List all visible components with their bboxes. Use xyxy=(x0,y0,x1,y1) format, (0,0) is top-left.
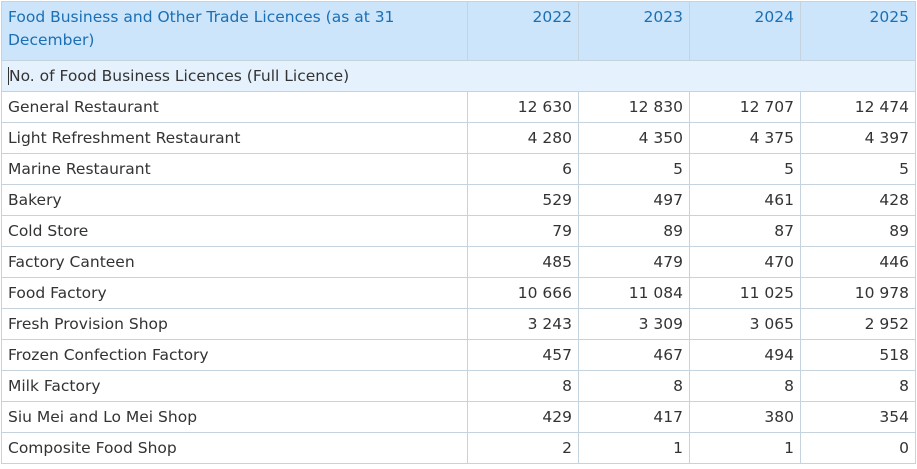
value-cell-2024: 470 xyxy=(689,246,801,278)
value-cell-2022: 3 243 xyxy=(467,308,579,340)
table-body: No. of Food Business Licences (Full Lice… xyxy=(1,60,916,464)
value-cell-2023: 467 xyxy=(578,339,690,371)
value-cell-2022: 6 xyxy=(467,153,579,185)
value-cell-2023: 4 350 xyxy=(578,122,690,154)
row-label: Light Refreshment Restaurant xyxy=(1,122,468,154)
row-label: Cold Store xyxy=(1,215,468,247)
value-cell-2025: 0 xyxy=(800,432,916,464)
row-label: Siu Mei and Lo Mei Shop xyxy=(1,401,468,433)
value-cell-2023: 89 xyxy=(578,215,690,247)
section-label: No. of Food Business Licences (Full Lice… xyxy=(9,67,350,85)
section-row: No. of Food Business Licences (Full Lice… xyxy=(1,60,916,92)
value-cell-2024: 11 025 xyxy=(689,277,801,309)
section-cell: No. of Food Business Licences (Full Lice… xyxy=(1,60,916,92)
value-cell-2023: 479 xyxy=(578,246,690,278)
year-header-2024: 2024 xyxy=(689,1,801,61)
row-label: Factory Canteen xyxy=(1,246,468,278)
row-label: Fresh Provision Shop xyxy=(1,308,468,340)
value-cell-2023: 5 xyxy=(578,153,690,185)
table-row: Fresh Provision Shop 3 243 3 309 3 065 2 952 xyxy=(1,308,916,340)
value-cell-2022: 2 xyxy=(467,432,579,464)
value-cell-2025: 428 xyxy=(800,184,916,216)
value-cell-2024: 494 xyxy=(689,339,801,371)
value-cell-2024: 1 xyxy=(689,432,801,464)
row-label: Marine Restaurant xyxy=(1,153,468,185)
table-row: Marine Restaurant 6 5 5 5 xyxy=(1,153,916,185)
table-row: General Restaurant 12 630 12 830 12 707 12 4… xyxy=(1,91,916,123)
value-cell-2023: 417 xyxy=(578,401,690,433)
value-cell-2025: 446 xyxy=(800,246,916,278)
table-row: Composite Food Shop 2 1 1 0 xyxy=(1,432,916,464)
value-cell-2025: 518 xyxy=(800,339,916,371)
value-cell-2025: 5 xyxy=(800,153,916,185)
value-cell-2023: 8 xyxy=(578,370,690,402)
value-cell-2025: 354 xyxy=(800,401,916,433)
value-cell-2022: 457 xyxy=(467,339,579,371)
value-cell-2022: 8 xyxy=(467,370,579,402)
table-row: Frozen Confection Factory 457 467 494 518 xyxy=(1,339,916,371)
value-cell-2025: 4 397 xyxy=(800,122,916,154)
row-label: Bakery xyxy=(1,184,468,216)
value-cell-2023: 11 084 xyxy=(578,277,690,309)
row-label: Frozen Confection Factory xyxy=(1,339,468,371)
value-cell-2022: 79 xyxy=(467,215,579,247)
table-row: Cold Store 79 89 87 89 xyxy=(1,215,916,247)
value-cell-2024: 12 707 xyxy=(689,91,801,123)
year-header-2022: 2022 xyxy=(467,1,579,61)
value-cell-2024: 380 xyxy=(689,401,801,433)
value-cell-2022: 12 630 xyxy=(467,91,579,123)
table-title: Food Business and Other Trade Licences (… xyxy=(1,1,468,61)
value-cell-2024: 5 xyxy=(689,153,801,185)
value-cell-2023: 12 830 xyxy=(578,91,690,123)
value-cell-2025: 89 xyxy=(800,215,916,247)
value-cell-2025: 12 474 xyxy=(800,91,916,123)
value-cell-2025: 8 xyxy=(800,370,916,402)
value-cell-2024: 3 065 xyxy=(689,308,801,340)
table-row: Bakery 529 497 461 428 xyxy=(1,184,916,216)
value-cell-2022: 4 280 xyxy=(467,122,579,154)
value-cell-2023: 3 309 xyxy=(578,308,690,340)
value-cell-2023: 497 xyxy=(578,184,690,216)
value-cell-2025: 2 952 xyxy=(800,308,916,340)
value-cell-2022: 529 xyxy=(467,184,579,216)
row-label: Food Factory xyxy=(1,277,468,309)
value-cell-2022: 429 xyxy=(467,401,579,433)
value-cell-2024: 4 375 xyxy=(689,122,801,154)
year-header-2025: 2025 xyxy=(800,1,916,61)
value-cell-2022: 485 xyxy=(467,246,579,278)
value-cell-2022: 10 666 xyxy=(467,277,579,309)
row-label: Milk Factory xyxy=(1,370,468,402)
value-cell-2023: 1 xyxy=(578,432,690,464)
value-cell-2024: 461 xyxy=(689,184,801,216)
table-row: Milk Factory 8 8 8 8 xyxy=(1,370,916,402)
value-cell-2025: 10 978 xyxy=(800,277,916,309)
table-row: Siu Mei and Lo Mei Shop 429 417 380 354 xyxy=(1,401,916,433)
value-cell-2024: 87 xyxy=(689,215,801,247)
row-label: General Restaurant xyxy=(1,91,468,123)
year-header-2023: 2023 xyxy=(578,1,690,61)
value-cell-2024: 8 xyxy=(689,370,801,402)
table-row: Food Factory 10 666 11 084 11 025 10 978 xyxy=(1,277,916,309)
header-row: Food Business and Other Trade Licences (… xyxy=(1,1,916,61)
table-row: Light Refreshment Restaurant 4 280 4 350 4 … xyxy=(1,122,916,154)
table-row: Factory Canteen 485 479 470 446 xyxy=(1,246,916,278)
row-label: Composite Food Shop xyxy=(1,432,468,464)
